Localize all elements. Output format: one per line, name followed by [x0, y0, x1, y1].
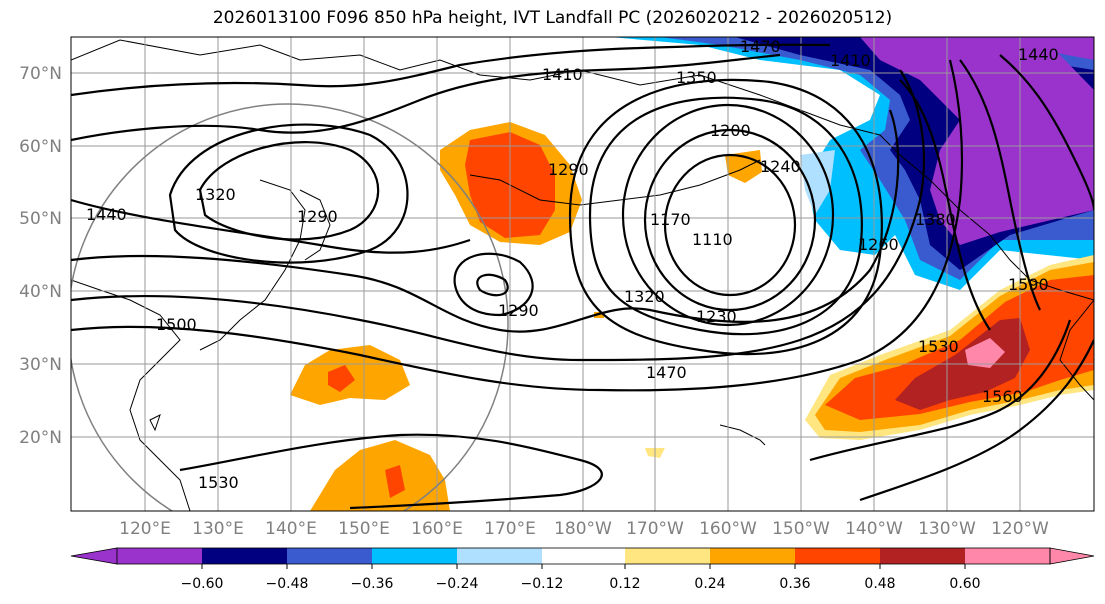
colorbar-segment [202, 548, 287, 564]
shade-neg-purple-2 [990, 37, 1094, 60]
shade-pos-e-pink [965, 338, 1005, 368]
colorbar-segment [625, 548, 710, 564]
lon-label: 120°W [991, 519, 1049, 539]
shade-pos-e-red [825, 275, 1094, 420]
shading-layer [290, 37, 1094, 511]
lat-labels: 70°N 60°N 50°N 40°N 30°N 20°N [19, 64, 62, 448]
colorbar-tick-label: −0.24 [436, 576, 479, 592]
shade-neg-purple [860, 37, 1094, 245]
lon-label: 120°E [119, 519, 171, 539]
colorbar-tick-label: −0.12 [521, 576, 564, 592]
colorbar-tick-label: −0.36 [351, 576, 394, 592]
contour-label: 1470 [740, 37, 781, 56]
colorbar-segment [880, 548, 965, 564]
contour-label: 1410 [542, 65, 583, 84]
contour-label: 1440 [1018, 45, 1059, 64]
contour-label: 1170 [650, 210, 691, 229]
lon-label: 160°E [411, 519, 463, 539]
colorbar-tick-label: 0.12 [609, 576, 640, 592]
colorbar-segment [117, 548, 202, 564]
contour-label: 1240 [760, 157, 801, 176]
contour-label: 1320 [195, 185, 236, 204]
lat-label: 60°N [19, 137, 62, 157]
shade-pos-s-red [385, 465, 405, 498]
lon-label: 160°W [699, 519, 757, 539]
height-contours [71, 43, 1094, 510]
colorbar-segment [372, 548, 457, 564]
map-frame [70, 36, 1095, 512]
lon-label: 140°E [265, 519, 317, 539]
contour-label: 1290 [548, 160, 589, 179]
contour-label: 1260 [858, 235, 899, 254]
lat-label: 30°N [19, 355, 62, 375]
lon-label: 150°E [338, 519, 390, 539]
lon-label: 170°W [626, 519, 684, 539]
contour-label: 1110 [692, 230, 733, 249]
colorbar-extend-right [1049, 547, 1095, 565]
shade-neg-lightblue [800, 150, 835, 215]
contour-label: 1230 [696, 307, 737, 326]
map-title: 2026013100 F096 850 hPa height, IVT Land… [212, 8, 893, 28]
contour-label: 1290 [498, 301, 539, 320]
colorbar-tick-label: 0.36 [779, 576, 810, 592]
coastlines [71, 39, 1094, 511]
colorbar-tick-label: 0.60 [949, 576, 980, 592]
contour-label: 1530 [918, 337, 959, 356]
colorbar-tick-label: −0.48 [266, 576, 309, 592]
lon-label: 140°W [845, 519, 903, 539]
lat-label: 70°N [19, 64, 62, 84]
colorbar-tick-label: 0.48 [864, 576, 895, 592]
colorbar-frame [116, 547, 1051, 565]
colorbar-segment [965, 548, 1050, 564]
colorbar-segment [710, 548, 795, 564]
colorbar-segment [542, 548, 625, 564]
colorbar-extend-left [70, 547, 118, 565]
contour-label: 1290 [297, 207, 338, 226]
contour-label: 1440 [86, 205, 127, 224]
contour-label: 1320 [624, 287, 665, 306]
contour-labels: 1470 1410 1350 1200 1410 1440 1320 1290 … [86, 37, 1059, 492]
colorbar-segment [287, 548, 372, 564]
colorbar: −0.60 −0.48 −0.36 −0.24 −0.12 0.12 0.24 … [70, 547, 1095, 592]
radius-circle [71, 103, 509, 511]
lon-label: 180°W [554, 519, 612, 539]
colorbar-tick-label: −0.60 [181, 576, 224, 592]
lon-label: 130°W [918, 519, 976, 539]
contour-label: 1530 [198, 473, 239, 492]
lat-label: 50°N [19, 209, 62, 229]
gridlines [71, 37, 1094, 511]
colorbar-tick-label: 0.24 [694, 576, 725, 592]
lon-label: 170°E [484, 519, 536, 539]
lat-label: 40°N [19, 282, 62, 302]
lon-label: 150°W [772, 519, 830, 539]
contour-label: 1350 [676, 68, 717, 87]
contour-label: 1380 [915, 210, 956, 229]
shade-pos-w-red [328, 365, 355, 392]
contour-label: 1410 [830, 51, 871, 70]
contour-label: 1590 [1008, 275, 1049, 294]
contour-label: 1470 [646, 363, 687, 382]
colorbar-segment [457, 548, 542, 564]
shade-pos-s-orange [310, 440, 450, 511]
lon-labels: 120°E 130°E 140°E 150°E 160°E 170°E 180°… [119, 519, 1049, 539]
colorbar-segment [795, 548, 880, 564]
lat-label: 20°N [19, 428, 62, 448]
contour-label: 1500 [156, 315, 197, 334]
contour-label: 1560 [982, 387, 1023, 406]
contour-label: 1200 [710, 121, 751, 140]
lon-label: 130°E [192, 519, 244, 539]
